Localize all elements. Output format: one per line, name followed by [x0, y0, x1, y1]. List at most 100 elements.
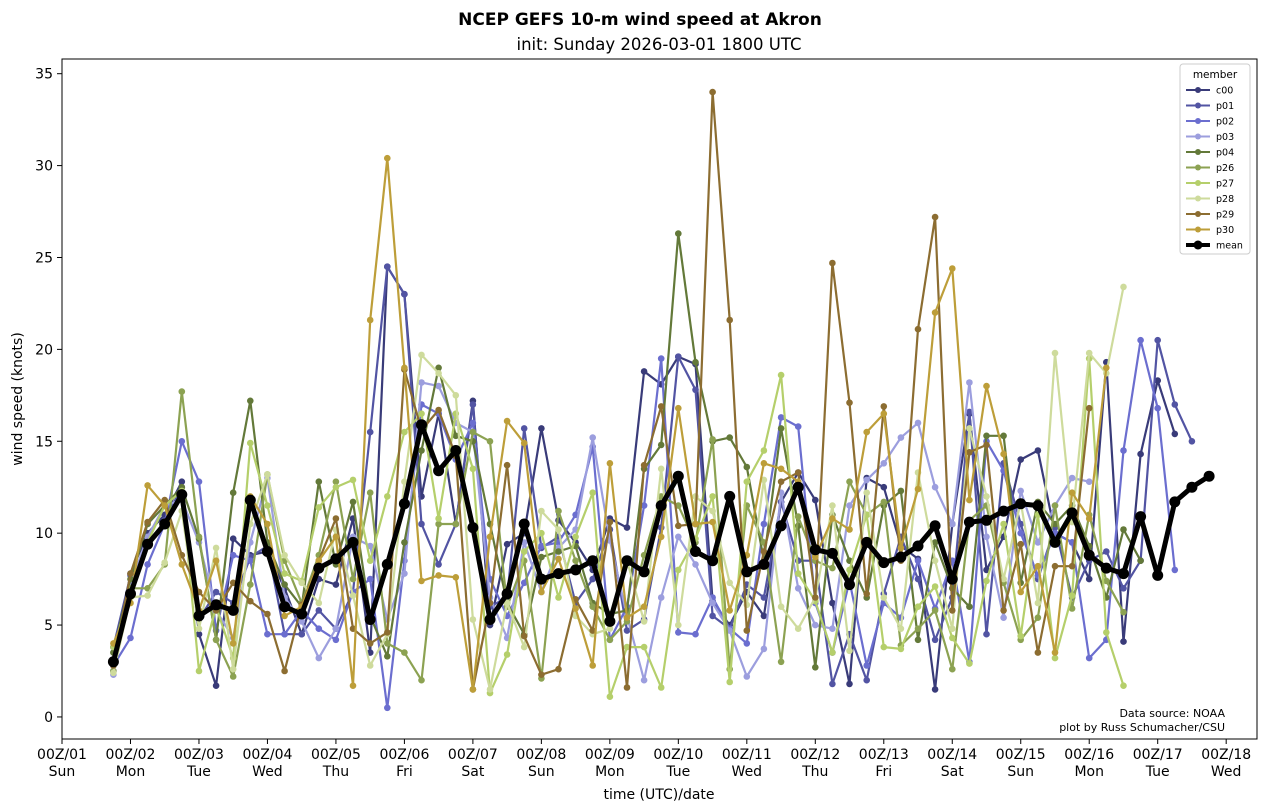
data-point: [195, 533, 203, 541]
data-point: [657, 355, 665, 362]
data-point: [657, 441, 665, 449]
data-point: [743, 673, 751, 680]
data-point: [809, 544, 821, 556]
x-tick-date-label: 00Z/02: [106, 747, 156, 763]
x-tick-date-label: 00Z/06: [379, 747, 429, 763]
data-point: [366, 489, 374, 497]
data-point: [675, 230, 682, 237]
data-point: [1085, 515, 1093, 522]
data-point: [1051, 349, 1059, 357]
legend-entry-p28: p28: [1186, 194, 1234, 205]
data-point: [966, 660, 973, 667]
x-tick-day-label: Mon: [1074, 764, 1104, 780]
data-point: [777, 414, 785, 421]
x-tick-day-label: Sun: [49, 764, 76, 780]
data-point: [486, 533, 494, 541]
x-tick-date-label: 00Z/07: [448, 747, 498, 763]
data-point: [963, 516, 975, 528]
data-point: [981, 514, 992, 526]
x-tick-day-label: Mon: [595, 764, 625, 780]
source-annotation: Data source: NOAA plot by Russ Schumache…: [1059, 707, 1225, 734]
data-point: [264, 610, 271, 618]
data-point: [349, 682, 357, 689]
x-tick-day-label: Wed: [1211, 764, 1242, 780]
data-point: [503, 461, 511, 469]
data-point: [726, 434, 733, 441]
legend-entry-p30: p30: [1186, 225, 1234, 236]
data-point: [1103, 577, 1110, 585]
data-point: [229, 640, 237, 647]
data-point: [846, 647, 853, 655]
data-point: [709, 493, 716, 500]
data-point: [229, 673, 237, 680]
data-point: [1000, 575, 1007, 583]
data-point: [1120, 638, 1127, 645]
data-point: [1051, 562, 1059, 570]
data-point: [435, 370, 442, 377]
data-point: [829, 502, 836, 509]
data-point: [657, 533, 665, 541]
data-point: [229, 489, 237, 497]
data-point: [210, 599, 222, 611]
data-point: [570, 564, 582, 576]
data-point: [332, 483, 340, 491]
data-point: [914, 325, 922, 333]
data-point: [880, 483, 888, 491]
data-point: [1135, 511, 1147, 523]
data-point: [914, 419, 922, 427]
y-tick-label: 25: [35, 250, 53, 266]
data-point: [349, 575, 357, 583]
data-point: [1034, 447, 1042, 454]
data-point: [726, 316, 733, 324]
data-point: [366, 575, 374, 583]
data-point: [949, 625, 956, 632]
data-point: [692, 358, 699, 366]
data-point: [281, 667, 288, 675]
data-point: [264, 471, 271, 478]
data-point: [675, 566, 682, 574]
data-point: [709, 507, 716, 515]
x-tick-day-label: Fri: [396, 764, 413, 780]
data-point: [366, 662, 374, 669]
data-point: [127, 634, 134, 642]
x-tick-date-label: 00Z/15: [996, 747, 1046, 763]
data-point: [1015, 498, 1027, 510]
data-point: [538, 542, 545, 550]
y-tick-label: 10: [35, 526, 53, 542]
data-point: [212, 588, 220, 596]
data-point: [1068, 605, 1076, 612]
data-point: [949, 520, 956, 528]
data-point: [931, 686, 939, 693]
data-point: [640, 368, 648, 375]
data-point: [760, 476, 768, 484]
data-point: [1103, 629, 1110, 636]
data-point: [829, 515, 836, 522]
x-tick-date-label: 00Z/18: [1201, 747, 1251, 763]
data-point: [846, 680, 853, 688]
chart-subtitle: init: Sunday 2026-03-01 1800 UTC: [517, 35, 802, 54]
data-point: [264, 502, 271, 509]
plot-frame: [61, 58, 1258, 740]
data-point: [812, 496, 819, 504]
data-point: [1120, 526, 1127, 533]
credit-text: plot by Russ Schumacher/CSU: [1059, 721, 1225, 734]
data-point: [398, 498, 410, 510]
data-point: [1085, 575, 1093, 583]
data-point: [315, 557, 323, 564]
data-point: [535, 573, 547, 585]
data-point: [366, 640, 374, 647]
data-point: [469, 465, 477, 473]
data-point: [178, 478, 186, 486]
data-point: [555, 507, 562, 515]
data-point: [606, 636, 614, 644]
data-point: [1120, 608, 1127, 616]
legend-swatch-marker: [1195, 211, 1201, 217]
series-line-p01: [112, 265, 1193, 686]
data-point: [161, 502, 168, 509]
data-point: [983, 577, 990, 585]
data-point: [983, 630, 990, 638]
data-point: [640, 502, 648, 509]
data-point: [315, 625, 323, 632]
x-tick-day-label: Tue: [665, 764, 690, 780]
data-point: [555, 555, 562, 563]
